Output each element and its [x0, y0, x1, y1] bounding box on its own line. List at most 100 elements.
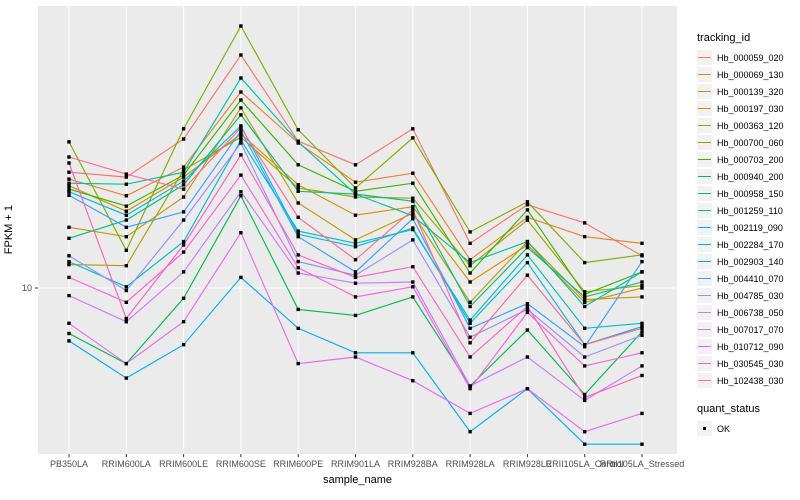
point-Hb_010712_090-PB350LA	[67, 275, 71, 280]
line-key-icon	[697, 356, 712, 371]
point-Hb_102438_030-PB350LA	[67, 155, 71, 159]
point-Hb_000958_150-RRII105LA_Control	[583, 295, 587, 299]
x-tick-label-RRIM901LA: RRIM901LA	[331, 459, 380, 469]
point-Hb_000069_130-RRIM928BA	[411, 171, 415, 175]
point-Hb_000059_020-RRIM928LA	[468, 241, 472, 245]
legend-label: Hb_102438_030	[717, 375, 784, 386]
point-Hb_006738_050-PB350LA	[67, 293, 71, 298]
x-tick-label-RRIM928LE: RRIM928LE	[503, 459, 552, 469]
y-axis-title-wrap: FPKM + 1	[3, 6, 15, 454]
point-Hb_002284_170-PB350LA	[67, 190, 71, 194]
point-Hb_001259_110-RRIM928BA	[411, 214, 415, 218]
point-Hb_000139_320-RRIM928BA	[411, 205, 415, 209]
point-Hb_000700_060-RRII105LA_Stressed	[640, 253, 644, 257]
point-Hb_002119_090-RRIM928LA	[468, 318, 472, 322]
line-key-icon	[697, 271, 712, 286]
point-Hb_002903_140-RRIM600SE	[239, 275, 243, 280]
point-Hb_000703_200-RRIM928LA	[468, 271, 472, 275]
point-Hb_000703_200-PB350LA	[67, 187, 71, 191]
x-tick-label-RRII105LA_Control: RRII105LA_Control	[546, 459, 624, 469]
point-Hb_000197_030-RRIM600PE	[296, 201, 300, 205]
point-Hb_010712_090-RRII105LA_Control	[583, 364, 587, 368]
legend-entry-Hb_007017_070: Hb_007017_070	[697, 321, 799, 338]
point-Hb_002284_170-RRIM600SE	[239, 124, 243, 128]
legend-entry-Hb_000703_200: Hb_000703_200	[697, 151, 799, 168]
point-Hb_001259_110-RRII105LA_Stressed	[640, 270, 644, 274]
legend-label: Hb_006738_050	[717, 307, 784, 318]
point-Hb_000197_030-RRIM928LA	[468, 300, 472, 304]
point-Hb_007017_070-RRIM600LA	[124, 361, 128, 366]
line-key-icon	[697, 84, 712, 99]
point-Hb_007017_070-RRIM600PE	[296, 361, 300, 366]
point-Hb_030545_030-RRIM928LE	[525, 304, 530, 309]
point-Hb_102438_030-RRIM600PE	[296, 215, 300, 219]
point-Hb_000059_020-RRIM600SE	[239, 53, 243, 57]
point-Hb_002119_090-PB350LA	[67, 259, 71, 264]
point-Hb_002284_170-RRIM600PE	[296, 232, 300, 236]
point-Hb_004410_070-RRIM928LA	[468, 326, 472, 330]
line-key-icon	[697, 186, 712, 201]
point-Hb_000940_200-RRII105LA_Stressed	[640, 330, 644, 334]
point-Hb_006738_050-RRII105LA_Control	[583, 398, 587, 403]
point-Hb_010712_090-RRIM600LA	[124, 300, 128, 304]
point-Hb_000700_060-RRIM600LE	[181, 127, 186, 131]
point-Hb_000700_060-RRIM600PE	[296, 128, 300, 132]
point-Hb_000139_320-RRIM600PE	[296, 183, 300, 187]
legend-title-quant-status: quant_status	[697, 403, 760, 415]
legend-label: Hb_000958_150	[717, 188, 784, 199]
point-Hb_000958_150-RRIM600LE	[181, 183, 186, 187]
point-Hb_000139_320-RRIM600LA	[124, 209, 128, 213]
legend-label: Hb_002903_140	[717, 256, 784, 267]
point-Hb_000139_320-RRII105LA_Stressed	[640, 286, 644, 290]
plot-panel	[38, 6, 677, 454]
point-Hb_002903_140-RRII105LA_Control	[583, 442, 587, 446]
point-Hb_102438_030-RRIM928LE	[525, 273, 530, 277]
point-Hb_000703_200-RRIM600LE	[181, 173, 186, 177]
legend-label: Hb_000059_020	[717, 52, 784, 63]
point-Hb_000069_130-RRIM901LA	[353, 180, 358, 184]
legend-entry-Hb_002284_170: Hb_002284_170	[697, 236, 799, 253]
legend-entry-Hb_002903_140: Hb_002903_140	[697, 253, 799, 270]
point-Hb_102438_030-RRIM928BA	[411, 208, 415, 212]
point-Hb_030545_030-RRIM600PE	[296, 253, 300, 257]
point-Hb_000069_130-PB350LA	[67, 177, 71, 181]
point-Hb_004785_030-RRII105LA_Control	[583, 355, 587, 359]
point-Hb_000958_150-RRII105LA_Stressed	[640, 280, 644, 284]
point-Hb_002119_090-RRII105LA_Control	[583, 326, 587, 330]
point-Hb_010712_090-RRIM600LE	[181, 250, 186, 254]
point-Hb_004785_030-RRIM901LA	[353, 273, 358, 277]
point-Hb_000197_030-RRII105LA_Control	[583, 297, 587, 302]
legend-gap	[697, 389, 799, 403]
point-Hb_002284_170-RRIM928BA	[411, 226, 415, 230]
point-Hb_000958_150-RRIM928LE	[525, 245, 530, 250]
point-Hb_007017_070-RRIM928LE	[525, 387, 530, 391]
point-Hb_001259_110-RRII105LA_Control	[583, 304, 587, 309]
point-Hb_001259_110-RRIM600PE	[296, 140, 300, 144]
point-Hb_030545_030-RRIM928BA	[411, 265, 415, 269]
point-Hb_010712_090-RRIM928BA	[411, 285, 415, 289]
point-Hb_000139_320-PB350LA	[67, 184, 71, 188]
legend-label: Hb_000940_200	[717, 171, 784, 182]
point-Hb_000363_120-RRIM928BA	[411, 196, 415, 200]
point-Hb_004785_030-RRIM928LE	[525, 307, 530, 312]
point-Hb_000700_060-RRIM901LA	[353, 186, 358, 190]
point-Hb_001259_110-RRIM600LA	[124, 182, 128, 186]
point-Hb_000069_130-RRIM928LE	[525, 215, 530, 219]
point-Hb_000703_200-RRIM600LA	[124, 204, 128, 208]
point-Hb_000940_200-RRIM600PE	[296, 307, 300, 312]
point-Hb_000197_030-PB350LA	[67, 225, 71, 229]
x-tick-label-RRIM600LE: RRIM600LE	[159, 459, 208, 469]
point-Hb_000059_020-RRIM600LA	[124, 175, 128, 179]
point-Hb_001259_110-RRIM901LA	[353, 192, 358, 196]
point-Hb_004410_070-RRIM901LA	[353, 270, 358, 274]
point-Hb_004410_070-RRIM600LA	[124, 225, 128, 229]
point-Hb_002119_090-RRIM600LE	[181, 239, 186, 244]
point-Hb_000958_150-RRIM928LA	[468, 304, 472, 309]
point-Hb_002284_170-RRIM928LE	[525, 260, 530, 265]
legend-label: Hb_000363_120	[717, 120, 784, 131]
point-Hb_030545_030-RRIM901LA	[353, 275, 358, 280]
point-Hb_004410_070-RRIM928LE	[525, 302, 530, 306]
legend-label-ok: OK	[717, 423, 731, 434]
line-key-icon	[697, 237, 712, 252]
axis-ticks	[34, 287, 643, 458]
